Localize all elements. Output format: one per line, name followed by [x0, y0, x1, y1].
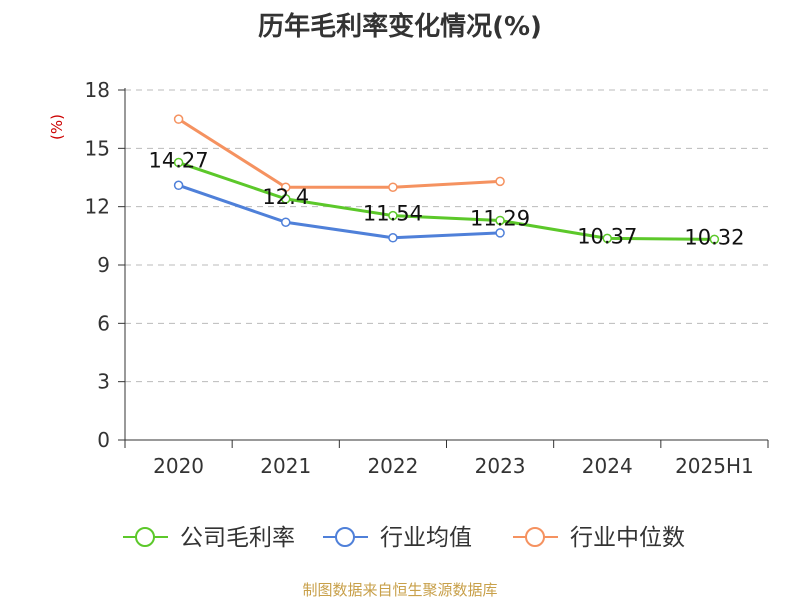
series-line — [177, 117, 501, 189]
data-point — [495, 215, 505, 226]
source-footer: 制图数据来自恒生聚源数据库 — [302, 581, 498, 599]
data-point — [281, 217, 291, 227]
data-point — [602, 233, 612, 244]
y-tick-label: 12 — [85, 195, 110, 219]
data-point — [388, 182, 398, 192]
x-tick-label: 2020 — [153, 454, 204, 478]
data-point — [173, 114, 184, 124]
axes: 0 3 6 9 12 15 18 2020 2021 2022 2023 2024 2025H1 (%) — [48, 78, 769, 478]
y-axis-label: (%) — [48, 114, 66, 140]
legend-label: 行业均值 — [380, 525, 472, 551]
x-tick-label: 2025H1 — [675, 454, 754, 478]
y-tick-label: 9 — [97, 253, 110, 277]
data-point — [495, 228, 505, 238]
legend-marker — [525, 527, 545, 547]
data-point — [709, 234, 720, 245]
y-tick-label: 0 — [97, 428, 110, 452]
x-tick-label: 2022 — [367, 454, 418, 478]
series-lines — [173, 114, 720, 245]
data-point — [281, 182, 291, 192]
y-tick-label: 3 — [97, 370, 110, 394]
legend-marker — [135, 527, 155, 547]
x-tick-label: 2021 — [260, 454, 311, 478]
y-tick-label: 15 — [85, 136, 110, 160]
data-labels: 14.27 12.4 11.54 11.29 10.37 10.32 — [149, 149, 745, 250]
chart-title: 历年毛利率变化情况(%) — [258, 12, 542, 42]
data-point — [173, 157, 184, 168]
legend: 公司毛利率 行业均值 行业中位数 — [123, 525, 685, 551]
legend-label: 公司毛利率 — [180, 525, 295, 551]
data-label: 10.37 — [577, 224, 637, 248]
data-label: 10.32 — [684, 225, 744, 249]
data-label: 14.27 — [149, 149, 209, 173]
data-point — [388, 233, 398, 243]
data-label: 12.4 — [262, 185, 309, 209]
legend-marker — [335, 527, 355, 547]
grid-lines — [125, 89, 768, 383]
data-label: 11.54 — [363, 202, 423, 226]
series-line — [178, 183, 501, 240]
data-point — [173, 180, 184, 191]
y-tick-label: 18 — [85, 78, 110, 102]
legend-label: 行业中位数 — [570, 525, 685, 551]
data-point — [281, 194, 291, 204]
data-point — [495, 176, 505, 187]
x-tick-label: 2024 — [582, 454, 633, 478]
data-point — [388, 210, 398, 221]
series-line — [178, 161, 715, 241]
x-tick-label: 2023 — [475, 454, 526, 478]
y-tick-label: 6 — [97, 311, 110, 335]
data-label: 11.29 — [470, 206, 530, 230]
